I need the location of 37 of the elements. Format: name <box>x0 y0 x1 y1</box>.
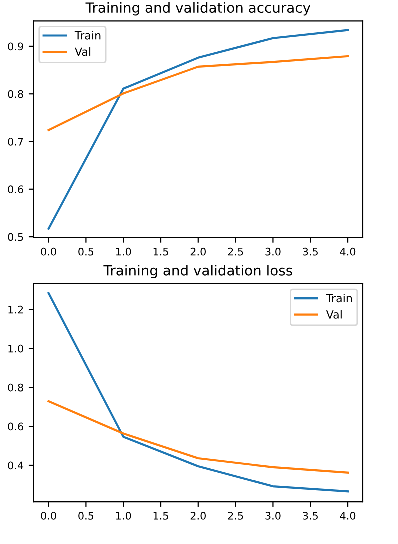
x-tick-label: 3.0 <box>266 512 281 520</box>
y-tick-label: 0.6 <box>8 422 24 431</box>
x-tick-label: 0.5 <box>78 248 94 256</box>
x-tick-label: 4.0 <box>340 512 356 520</box>
y-tick-label: 1.0 <box>8 344 24 353</box>
x-tick-label: 0.0 <box>41 248 56 256</box>
x-tick-label: 0.0 <box>41 512 56 520</box>
y-tick-label: 0.6 <box>8 186 24 194</box>
y-tick-label: 0.5 <box>8 233 24 242</box>
legend-label: Train <box>74 31 101 40</box>
x-tick-label: 1.5 <box>154 248 168 256</box>
y-tick-label: 0.7 <box>8 138 24 146</box>
x-tick-label: 3.5 <box>303 512 318 520</box>
x-tick-label: 3.0 <box>266 248 281 256</box>
legend-label: Train <box>326 294 352 303</box>
x-tick-label: 2.0 <box>190 512 206 520</box>
x-tick-label: 1.5 <box>154 512 168 520</box>
line-series <box>48 400 350 474</box>
x-tick-label: 2.0 <box>190 248 206 256</box>
legend-label: Val <box>75 48 91 56</box>
x-tick-label: 0.5 <box>78 512 94 520</box>
x-tick-label: 2.5 <box>228 512 244 520</box>
x-tick-label: 4.0 <box>340 248 356 256</box>
chart-title: Training and validation accuracy <box>86 2 311 16</box>
x-tick-label: 2.5 <box>228 248 244 256</box>
y-tick-label: 0.8 <box>8 90 24 98</box>
x-tick-label: 1.0 <box>116 248 132 256</box>
y-tick-label: 1.2 <box>8 306 24 314</box>
y-tick-label: 0.4 <box>8 462 24 470</box>
line-series <box>48 29 350 230</box>
x-tick-label: 3.5 <box>303 248 318 256</box>
y-tick-label: 0.8 <box>8 384 24 392</box>
legend-label: Val <box>326 310 342 319</box>
y-tick-label: 0.9 <box>8 42 24 51</box>
x-tick-label: 1.0 <box>116 512 132 520</box>
chart-title: Training and validation loss <box>104 265 292 279</box>
line-series <box>48 55 350 132</box>
